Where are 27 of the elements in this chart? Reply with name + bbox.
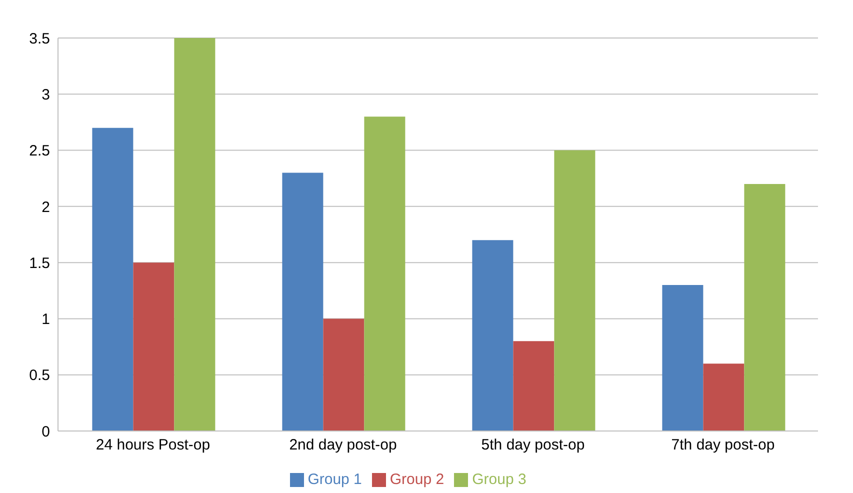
legend-label: Group 3	[472, 471, 526, 488]
bar	[282, 172, 324, 431]
x-tick-label: 7th day post-op	[671, 436, 775, 454]
bar	[472, 240, 514, 431]
y-tick-label: 1.5	[29, 254, 50, 272]
y-tick-label: 3	[42, 86, 50, 104]
bar	[744, 184, 786, 431]
bar	[133, 262, 174, 431]
y-tick-label: 2	[42, 198, 50, 216]
y-tick-label: 3.5	[29, 30, 50, 48]
bar	[662, 285, 704, 431]
bar	[174, 38, 216, 431]
bar	[92, 128, 134, 431]
bar	[703, 364, 744, 431]
bar	[554, 150, 596, 431]
x-tick-label: 5th day post-op	[481, 436, 585, 454]
legend-label: Group 1	[308, 471, 362, 488]
x-tick-label: 2nd day post-op	[289, 436, 397, 454]
y-tick-label: 1	[42, 311, 50, 328]
bar	[513, 341, 554, 431]
bar	[323, 318, 364, 431]
y-tick-label: 0.5	[29, 367, 50, 384]
y-tick-label: 2.5	[29, 142, 50, 160]
bar	[364, 116, 406, 431]
legend-label: Group 2	[390, 471, 444, 488]
y-tick-label: 0	[42, 423, 50, 440]
x-tick-label: 24 hours Post-op	[96, 436, 210, 454]
